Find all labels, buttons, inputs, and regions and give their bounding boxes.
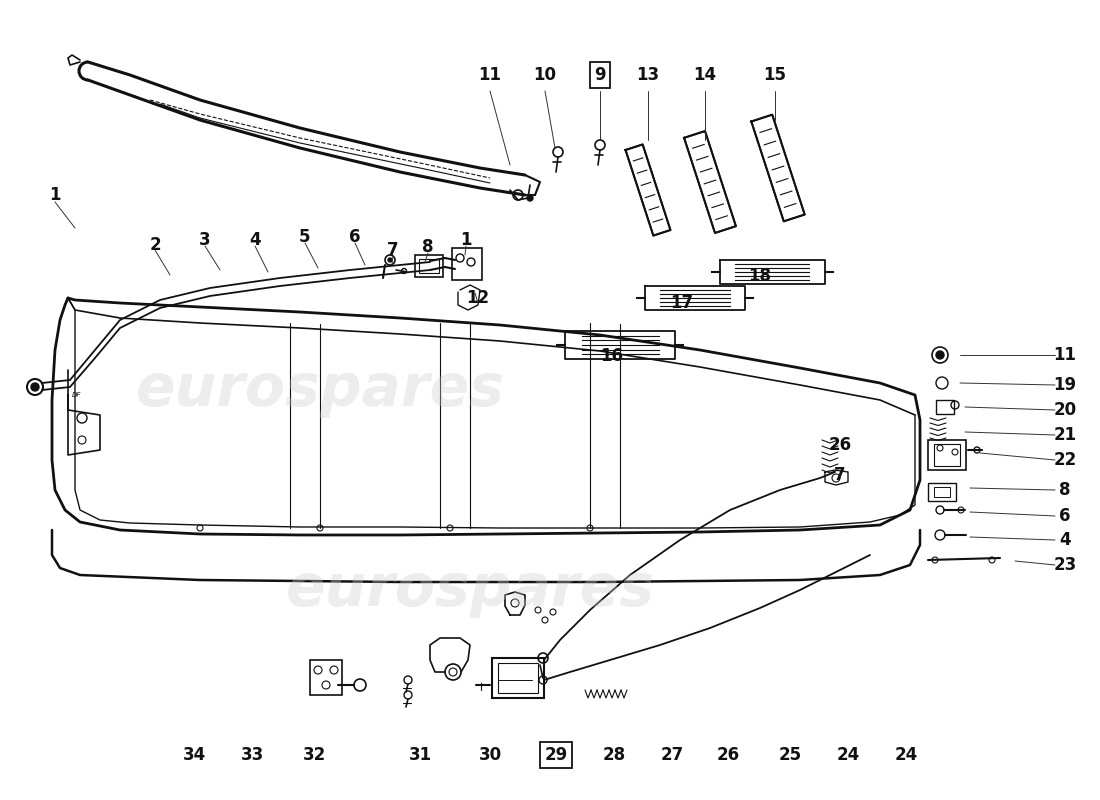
Text: 1: 1 [50,186,60,204]
Text: 26: 26 [828,436,851,454]
Text: 8: 8 [422,238,433,256]
Text: 31: 31 [408,746,431,764]
Bar [936,400,954,414]
Bar [498,663,538,693]
Text: 4: 4 [1059,531,1070,549]
Text: 15: 15 [763,66,786,84]
Text: 18: 18 [748,267,771,285]
Circle shape [388,258,392,262]
Text: 16: 16 [601,347,624,365]
Text: 24: 24 [836,746,859,764]
Text: 14: 14 [693,66,716,84]
Text: 27: 27 [660,746,683,764]
Bar [452,248,482,280]
Text: 4: 4 [250,231,261,249]
Text: DF: DF [72,392,80,398]
Text: 21: 21 [1054,426,1077,444]
Text: 22: 22 [1054,451,1077,469]
Text: eurospares: eurospares [135,362,505,418]
Text: 19: 19 [1054,376,1077,394]
Text: 2: 2 [150,236,161,254]
Bar [492,658,544,698]
Text: eurospares: eurospares [286,562,654,618]
Text: 8: 8 [1059,481,1070,499]
Text: 24: 24 [894,746,917,764]
Text: 7: 7 [387,241,399,259]
Bar [928,483,956,501]
Text: 7: 7 [834,466,846,484]
Circle shape [936,351,944,359]
Text: 5: 5 [299,228,310,246]
Text: 1: 1 [460,231,472,249]
Text: 6: 6 [1059,507,1070,525]
Text: 25: 25 [779,746,802,764]
Text: 13: 13 [637,66,660,84]
Text: 32: 32 [304,746,327,764]
Bar [415,255,443,277]
Text: 17: 17 [670,294,694,312]
Text: 12: 12 [466,289,490,307]
Text: 26: 26 [716,746,739,764]
Bar [934,487,950,497]
Text: 9: 9 [594,66,606,84]
Text: 29: 29 [544,746,568,764]
Text: 28: 28 [603,746,626,764]
Text: 3: 3 [199,231,211,249]
Text: 11: 11 [1054,346,1077,364]
Circle shape [31,383,38,391]
Text: 34: 34 [184,746,207,764]
Text: 6: 6 [350,228,361,246]
Text: 11: 11 [478,66,502,84]
Bar [419,259,439,273]
Bar [934,444,960,466]
Bar [928,440,966,470]
Text: 20: 20 [1054,401,1077,419]
Text: 23: 23 [1054,556,1077,574]
Bar [310,660,342,695]
Text: 10: 10 [534,66,557,84]
Text: 33: 33 [241,746,265,764]
Text: 30: 30 [478,746,502,764]
Circle shape [527,195,534,201]
